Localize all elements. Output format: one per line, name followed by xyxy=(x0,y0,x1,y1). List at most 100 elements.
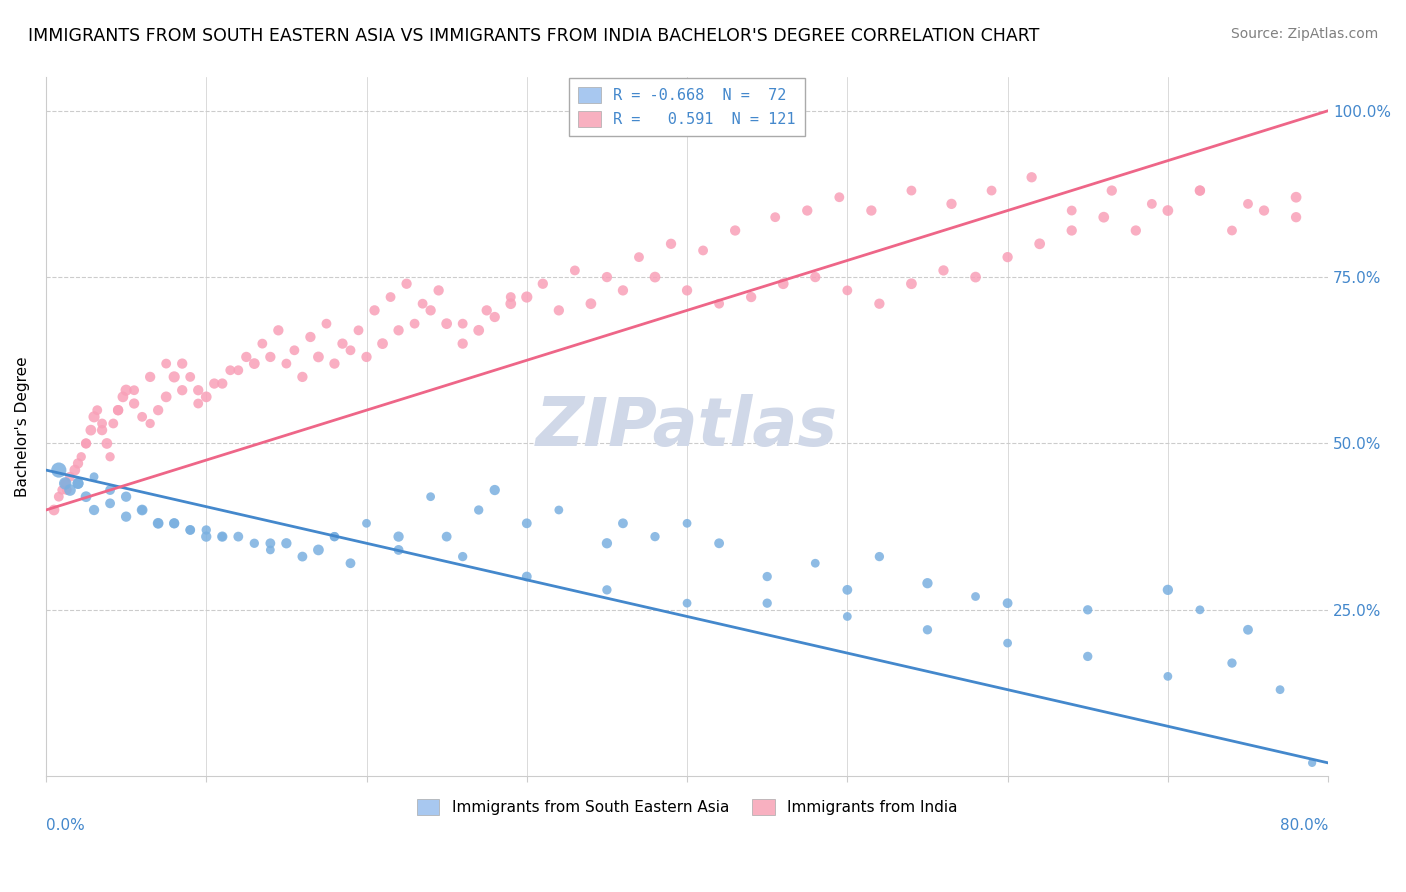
Point xyxy=(475,303,498,318)
Point xyxy=(1157,582,1180,597)
Point xyxy=(724,223,747,237)
Point xyxy=(756,569,779,583)
Point xyxy=(91,423,114,437)
Point xyxy=(66,457,89,471)
Point xyxy=(676,516,699,531)
Point xyxy=(387,323,409,337)
Point xyxy=(356,350,378,364)
Point xyxy=(659,236,682,251)
Point xyxy=(107,403,129,417)
Point xyxy=(900,277,922,291)
Point xyxy=(146,516,169,531)
Point xyxy=(226,363,249,377)
Point xyxy=(195,523,218,537)
Point xyxy=(1140,197,1163,211)
Point xyxy=(980,184,1002,198)
Point xyxy=(53,476,76,491)
Point xyxy=(427,284,450,298)
Point xyxy=(323,530,346,544)
Point xyxy=(868,296,890,310)
Point xyxy=(387,543,409,558)
Point xyxy=(103,417,125,431)
Point xyxy=(627,250,650,264)
Point xyxy=(122,383,145,397)
Point xyxy=(299,330,322,344)
Point xyxy=(53,476,76,491)
Point xyxy=(363,303,385,318)
Point xyxy=(965,270,987,285)
Point xyxy=(356,516,378,531)
Point xyxy=(451,549,474,564)
Point xyxy=(1077,649,1099,664)
Point xyxy=(259,350,281,364)
Point xyxy=(291,370,314,384)
Point xyxy=(66,476,89,491)
Point xyxy=(211,530,233,544)
Point xyxy=(83,469,105,483)
Point xyxy=(387,530,409,544)
Point xyxy=(323,530,346,544)
Point xyxy=(1253,203,1275,218)
Point xyxy=(243,536,266,550)
Point xyxy=(828,190,851,204)
Point xyxy=(131,503,153,517)
Point xyxy=(644,530,666,544)
Point xyxy=(436,530,458,544)
Point xyxy=(75,436,97,450)
Point xyxy=(146,516,169,531)
Point xyxy=(323,357,346,371)
Point xyxy=(146,403,169,417)
Point xyxy=(1157,669,1180,683)
Point xyxy=(307,350,329,364)
Point xyxy=(339,556,361,570)
Point xyxy=(837,284,859,298)
Point xyxy=(419,490,441,504)
Point xyxy=(395,277,418,291)
Point xyxy=(371,336,394,351)
Point xyxy=(122,396,145,410)
Point xyxy=(226,530,249,544)
Point xyxy=(997,596,1019,610)
Point xyxy=(676,596,699,610)
Point xyxy=(163,516,186,531)
Point xyxy=(965,590,987,604)
Point xyxy=(547,303,569,318)
Point xyxy=(111,390,134,404)
Point xyxy=(740,290,762,304)
Point xyxy=(380,290,402,304)
Point xyxy=(499,290,522,304)
Y-axis label: Bachelor's Degree: Bachelor's Degree xyxy=(15,357,30,497)
Point xyxy=(283,343,305,358)
Point xyxy=(516,290,538,304)
Point xyxy=(612,284,634,298)
Point xyxy=(291,549,314,564)
Point xyxy=(579,296,602,310)
Point xyxy=(259,536,281,550)
Point xyxy=(96,436,118,450)
Point xyxy=(772,277,794,291)
Point xyxy=(332,336,354,351)
Point xyxy=(187,383,209,397)
Point xyxy=(516,569,538,583)
Point xyxy=(707,296,730,310)
Point xyxy=(596,536,619,550)
Point xyxy=(86,403,108,417)
Point xyxy=(1060,223,1083,237)
Point xyxy=(547,503,569,517)
Point xyxy=(243,357,266,371)
Point xyxy=(499,296,522,310)
Point xyxy=(997,250,1019,264)
Point xyxy=(179,523,201,537)
Point xyxy=(48,490,70,504)
Point xyxy=(139,417,162,431)
Point xyxy=(51,483,73,497)
Point xyxy=(596,582,619,597)
Point xyxy=(917,576,939,591)
Point xyxy=(98,450,121,464)
Point xyxy=(467,503,489,517)
Point xyxy=(1220,656,1243,670)
Point xyxy=(202,376,225,391)
Point xyxy=(235,350,257,364)
Point xyxy=(436,317,458,331)
Point xyxy=(837,609,859,624)
